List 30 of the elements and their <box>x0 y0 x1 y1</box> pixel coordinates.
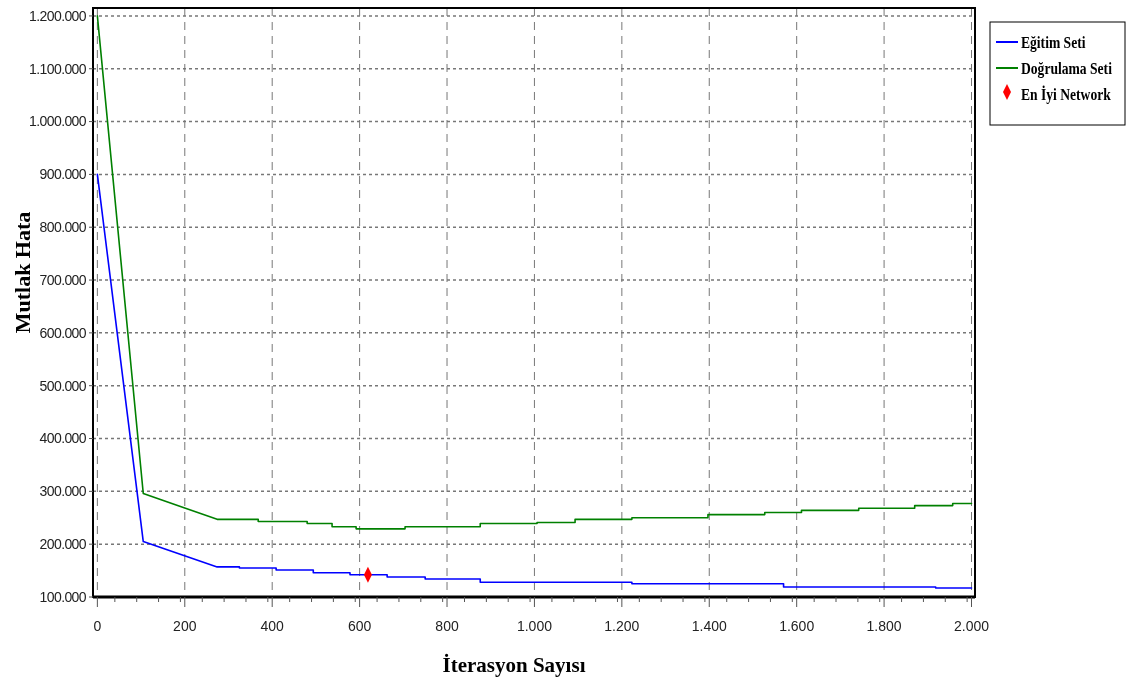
y-tick-label: 100.000 <box>39 588 87 605</box>
y-tick-label: 900.000 <box>39 166 87 183</box>
x-tick-label: 1.600 <box>779 618 815 634</box>
x-tick-label: 1.000 <box>516 618 553 634</box>
x-tick-label: 1.400 <box>691 618 727 634</box>
y-tick-label: 500.000 <box>39 377 87 394</box>
x-tick-label: 400 <box>260 618 285 634</box>
y-tick-label: 200.000 <box>39 536 87 553</box>
line-series <box>96 15 973 530</box>
x-tick-label: 200 <box>173 618 197 634</box>
y-tick-label: 700.000 <box>39 271 87 288</box>
legend-label: Doğrulama Seti <box>1021 59 1112 77</box>
y-tick-label: 600.000 <box>39 324 87 341</box>
x-axis-title: İterasyon Sayısı <box>442 653 586 677</box>
y-tick-label: 300.000 <box>39 483 87 500</box>
x-tick-label: 0 <box>93 618 102 634</box>
y-axis-title: Mutlak Hata <box>10 211 35 334</box>
x-tick-label: 800 <box>435 618 459 634</box>
y-tick-label: 1.100.000 <box>29 60 87 77</box>
legend-label: Eğitim Seti <box>1021 33 1086 51</box>
legend-label: En İyi Network <box>1021 85 1112 103</box>
line-series <box>96 173 973 589</box>
x-tick-label: 1.200 <box>604 618 640 634</box>
y-tick-label: 400.000 <box>39 430 87 447</box>
y-tick-label: 1.200.000 <box>29 7 87 24</box>
y-tick-label: 800.000 <box>39 219 87 236</box>
y-tick-label: 1.000.000 <box>29 113 87 130</box>
x-tick-label: 2.000 <box>953 618 990 634</box>
x-tick-label: 1.800 <box>866 618 902 634</box>
x-tick-label: 600 <box>347 618 372 634</box>
